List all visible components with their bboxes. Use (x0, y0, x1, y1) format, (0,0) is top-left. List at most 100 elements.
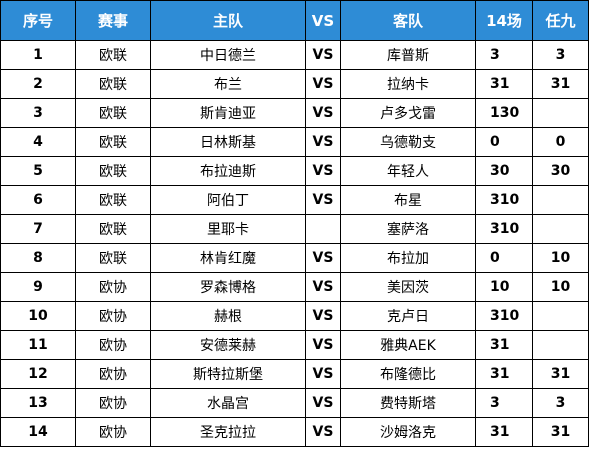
cell-competition: 欧联 (75, 185, 151, 215)
cell-home-team: 中日德兰 (150, 40, 306, 70)
cell-away-team: 布拉加 (340, 243, 476, 273)
cell-no: 3 (0, 98, 76, 128)
table-row: 1 欧联 中日德兰 VS 库普斯 3 3 (0, 40, 589, 70)
cell-vs (305, 214, 341, 244)
cell-competition: 欧联 (75, 243, 151, 273)
cell-vs: VS (305, 98, 341, 128)
header-ren-9: 任九 (532, 0, 589, 41)
cell-vs: VS (305, 417, 341, 447)
cell-home-team: 圣克拉拉 (150, 417, 306, 447)
cell-vs: VS (305, 301, 341, 331)
table-row: 8 欧联 林肯红魔 VS 布拉加 0 10 (0, 243, 589, 273)
table-row: 7 欧联 里耶卡 塞萨洛 310 (0, 214, 589, 244)
cell-pick-14: 10 (475, 272, 533, 302)
cell-pick-14: 3 (475, 40, 533, 70)
cell-vs: VS (305, 243, 341, 273)
cell-pick-14: 31 (475, 69, 533, 99)
cell-no: 2 (0, 69, 76, 99)
cell-ren-9: 10 (532, 272, 589, 302)
cell-vs: VS (305, 69, 341, 99)
table-row: 6 欧联 阿伯丁 VS 布星 310 (0, 185, 589, 215)
cell-pick-14: 310 (475, 185, 533, 215)
table-row: 11 欧协 安德莱赫 VS 雅典AEK 31 (0, 330, 589, 360)
table-row: 2 欧联 布兰 VS 拉纳卡 31 31 (0, 69, 589, 99)
cell-home-team: 布兰 (150, 69, 306, 99)
cell-competition: 欧联 (75, 127, 151, 157)
cell-ren-9 (532, 330, 589, 360)
cell-no: 7 (0, 214, 76, 244)
cell-pick-14: 31 (475, 359, 533, 389)
header-no: 序号 (0, 0, 76, 41)
cell-home-team: 罗森博格 (150, 272, 306, 302)
table-body: 1 欧联 中日德兰 VS 库普斯 3 3 2 欧联 布兰 VS 拉纳卡 31 31 3 欧联 斯肯迪亚 VS 卢多戈… (0, 40, 589, 447)
cell-no: 1 (0, 40, 76, 70)
cell-competition: 欧协 (75, 330, 151, 360)
cell-pick-14: 310 (475, 214, 533, 244)
cell-pick-14: 310 (475, 301, 533, 331)
header-row: 序号 赛事 主队 VS 客队 14场 任九 (0, 0, 589, 41)
cell-ren-9: 10 (532, 243, 589, 273)
cell-ren-9: 3 (532, 40, 589, 70)
header-pick-14: 14场 (475, 0, 533, 41)
cell-vs: VS (305, 272, 341, 302)
cell-vs: VS (305, 359, 341, 389)
header-away-team: 客队 (340, 0, 476, 41)
table-row: 4 欧联 日林斯基 VS 乌德勒支 0 0 (0, 127, 589, 157)
cell-ren-9 (532, 214, 589, 244)
table-row: 12 欧协 斯特拉斯堡 VS 布隆德比 31 31 (0, 359, 589, 389)
cell-competition: 欧联 (75, 156, 151, 186)
cell-vs: VS (305, 127, 341, 157)
cell-ren-9 (532, 301, 589, 331)
table-row: 3 欧联 斯肯迪亚 VS 卢多戈雷 130 (0, 98, 589, 128)
cell-pick-14: 30 (475, 156, 533, 186)
cell-competition: 欧协 (75, 417, 151, 447)
cell-home-team: 布拉迪斯 (150, 156, 306, 186)
header-home-team: 主队 (150, 0, 306, 41)
cell-ren-9: 3 (532, 388, 589, 418)
cell-no: 8 (0, 243, 76, 273)
cell-competition: 欧联 (75, 214, 151, 244)
cell-no: 12 (0, 359, 76, 389)
table-header: 序号 赛事 主队 VS 客队 14场 任九 (0, 0, 589, 41)
cell-ren-9 (532, 185, 589, 215)
cell-no: 5 (0, 156, 76, 186)
cell-away-team: 费特斯塔 (340, 388, 476, 418)
cell-away-team: 年轻人 (340, 156, 476, 186)
cell-pick-14: 0 (475, 243, 533, 273)
cell-home-team: 安德莱赫 (150, 330, 306, 360)
table-row: 13 欧协 水晶宫 VS 费特斯塔 3 3 (0, 388, 589, 418)
cell-no: 6 (0, 185, 76, 215)
header-competition: 赛事 (75, 0, 151, 41)
table-row: 10 欧协 赫根 VS 克卢日 310 (0, 301, 589, 331)
cell-no: 13 (0, 388, 76, 418)
table-row: 9 欧协 罗森博格 VS 美因茨 10 10 (0, 272, 589, 302)
cell-no: 14 (0, 417, 76, 447)
cell-competition: 欧协 (75, 301, 151, 331)
cell-vs: VS (305, 156, 341, 186)
cell-home-team: 斯特拉斯堡 (150, 359, 306, 389)
cell-competition: 欧联 (75, 98, 151, 128)
cell-away-team: 克卢日 (340, 301, 476, 331)
cell-competition: 欧协 (75, 388, 151, 418)
cell-away-team: 乌德勒支 (340, 127, 476, 157)
cell-home-team: 赫根 (150, 301, 306, 331)
cell-pick-14: 130 (475, 98, 533, 128)
cell-pick-14: 31 (475, 330, 533, 360)
cell-competition: 欧联 (75, 69, 151, 99)
cell-away-team: 卢多戈雷 (340, 98, 476, 128)
cell-no: 4 (0, 127, 76, 157)
cell-home-team: 日林斯基 (150, 127, 306, 157)
cell-home-team: 斯肯迪亚 (150, 98, 306, 128)
cell-pick-14: 3 (475, 388, 533, 418)
table-row: 5 欧联 布拉迪斯 VS 年轻人 30 30 (0, 156, 589, 186)
cell-away-team: 库普斯 (340, 40, 476, 70)
cell-home-team: 林肯红魔 (150, 243, 306, 273)
cell-vs: VS (305, 40, 341, 70)
cell-away-team: 拉纳卡 (340, 69, 476, 99)
cell-ren-9: 31 (532, 359, 589, 389)
cell-pick-14: 0 (475, 127, 533, 157)
cell-ren-9: 30 (532, 156, 589, 186)
cell-competition: 欧协 (75, 272, 151, 302)
cell-no: 9 (0, 272, 76, 302)
